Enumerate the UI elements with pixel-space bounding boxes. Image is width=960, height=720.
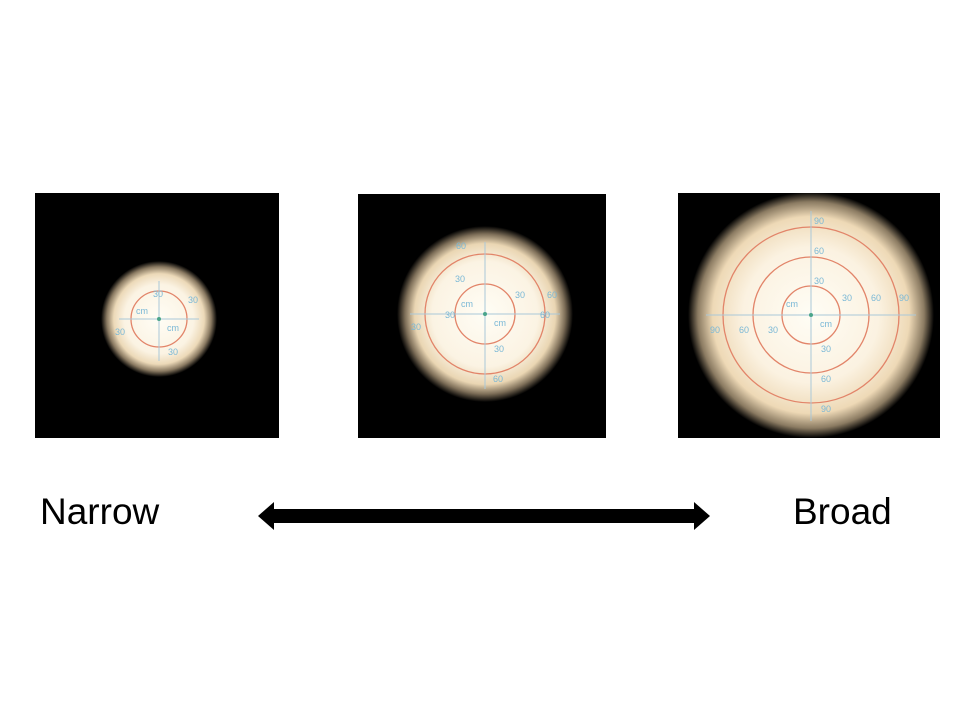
tick-label: 30	[494, 344, 504, 354]
tick-label: 60	[821, 374, 831, 384]
tick-label: 60	[456, 241, 466, 251]
unit-label: cm	[167, 323, 179, 333]
tick-label: 90	[710, 325, 720, 335]
tick-label: 60	[540, 310, 550, 320]
tick-label: 90	[814, 216, 824, 226]
narrow-beam-graphic: 30 30 30 30 cm cm	[101, 261, 217, 377]
tick-label: 30	[411, 322, 421, 332]
medium-beam-panel: 60 30 30 60 30 30 60 30 60 cm cm	[358, 194, 606, 438]
medium-beam-graphic: 60 30 30 60 30 30 60 30 60 cm cm	[397, 226, 573, 402]
tick-label: 60	[871, 293, 881, 303]
broad-beam-graphic: 90 60 30 30 60 90 90 60 30 30 60 90 cm c…	[688, 193, 934, 438]
broad-beam-panel: 90 60 30 30 60 90 90 60 30 30 60 90 cm c…	[678, 193, 940, 438]
unit-label: cm	[461, 299, 473, 309]
tick-label: 30	[445, 310, 455, 320]
double-arrow-icon	[258, 502, 710, 530]
tick-label: 30	[768, 325, 778, 335]
narrow-label: Narrow	[40, 491, 160, 532]
center-dot	[483, 312, 487, 316]
tick-label: 60	[814, 246, 824, 256]
narrow-beam-panel: 30 30 30 30 cm cm	[35, 193, 279, 438]
center-dot	[809, 313, 813, 317]
tick-label: 30	[188, 295, 198, 305]
tick-label: 30	[115, 327, 125, 337]
broad-label: Broad	[793, 491, 892, 532]
tick-label: 30	[153, 289, 163, 299]
unit-label: cm	[820, 319, 832, 329]
tick-label: 30	[821, 344, 831, 354]
tick-label: 30	[515, 290, 525, 300]
tick-label: 30	[455, 274, 465, 284]
tick-label: 60	[739, 325, 749, 335]
unit-label: cm	[136, 306, 148, 316]
arrow-shape	[258, 502, 710, 530]
tick-label: 30	[842, 293, 852, 303]
tick-label: 30	[168, 347, 178, 357]
tick-label: 60	[493, 374, 503, 384]
unit-label: cm	[786, 299, 798, 309]
tick-label: 90	[821, 404, 831, 414]
tick-label: 90	[899, 293, 909, 303]
tick-label: 60	[547, 290, 557, 300]
unit-label: cm	[494, 318, 506, 328]
center-dot	[157, 317, 161, 321]
tick-label: 30	[814, 276, 824, 286]
